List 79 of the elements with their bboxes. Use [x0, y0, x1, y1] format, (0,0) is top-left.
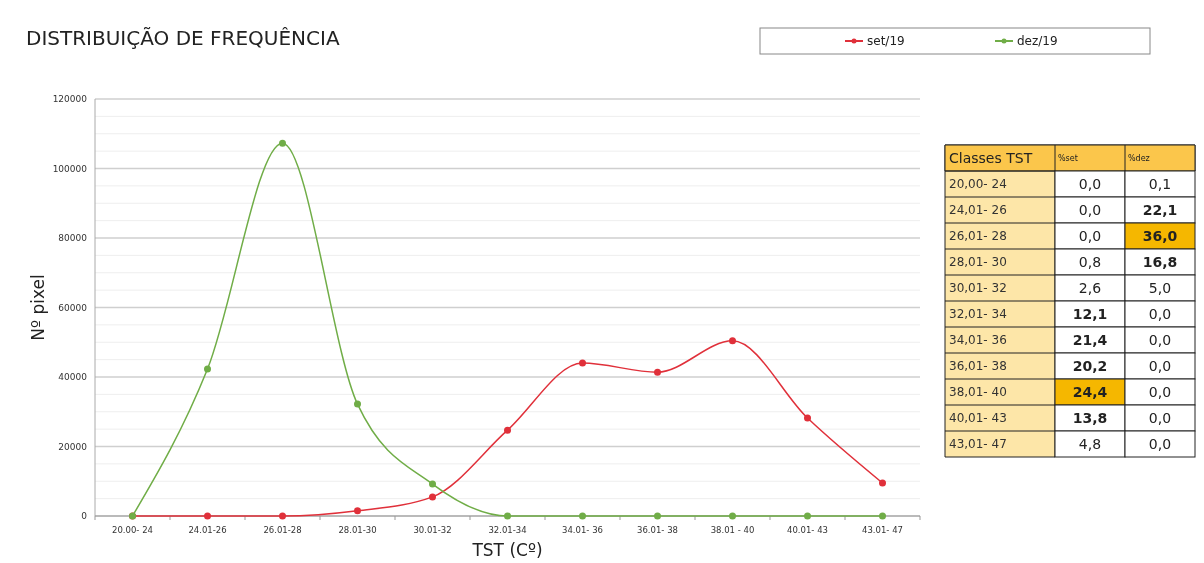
data-label: 0,0 [1148, 357, 1172, 374]
y-tick-label: 36,01- 38 [949, 359, 1007, 374]
x-tick-label: 43.01- 47 [862, 525, 903, 535]
x-tick-label: 20.00- 24 [112, 525, 153, 535]
y-tick-label: 20000 [58, 441, 88, 452]
data-label: 0,0 [1148, 435, 1172, 452]
data-label: 0,1 [1148, 175, 1172, 192]
y-tick-label: 43,01- 47 [949, 437, 1007, 452]
y-tick-label: 0 [81, 511, 88, 522]
data-label: 0,0 [1078, 201, 1102, 218]
data-label: 12,1 [1072, 305, 1108, 322]
data-label: 36,0 [1142, 227, 1178, 244]
y-tick-label: 38,01- 40 [949, 385, 1007, 400]
point [879, 512, 886, 520]
point [804, 414, 811, 422]
data-label: 4,8 [1078, 435, 1102, 452]
data-label: 0,0 [1148, 409, 1172, 426]
y-tick-label: 40000 [58, 372, 88, 383]
point [504, 512, 511, 520]
point [729, 512, 736, 520]
point [504, 426, 511, 434]
x-tick-label: 26.01-28 [263, 525, 302, 535]
x-tick-label: 24.01-26 [188, 525, 227, 535]
y-tick-label: 28,01- 30 [949, 255, 1007, 270]
data-label: 16,8 [1142, 253, 1178, 270]
point [429, 493, 436, 501]
chart-title: DISTRIBUIÇÃO DE FREQUÊNCIA [26, 26, 340, 50]
y-tick-label: 80000 [58, 233, 88, 244]
point [579, 512, 586, 520]
data-label: 0,0 [1148, 331, 1172, 348]
x-tick-label: 32.01-34 [488, 525, 527, 535]
point [354, 507, 361, 515]
x-axis-title: TST (Cº) [471, 540, 543, 560]
x-tick-label: 40.01- 43 [787, 525, 828, 535]
point [429, 480, 436, 488]
data-label: 0,0 [1078, 227, 1102, 244]
y-tick-label: 60000 [58, 302, 88, 313]
data-label: 2,6 [1078, 279, 1102, 296]
y-tick-label: 26,01- 28 [949, 229, 1007, 244]
data-label: 0,0 [1148, 383, 1172, 400]
y-tick-label: 30,01- 32 [949, 281, 1007, 296]
y-tick-label: 40,01- 43 [949, 411, 1007, 426]
data-label: 13,8 [1072, 409, 1108, 426]
x-tick-label: 34.01- 36 [562, 525, 603, 535]
point [279, 139, 286, 147]
y-tick-label: 32,01- 34 [949, 307, 1007, 322]
point [354, 400, 361, 408]
point [204, 512, 211, 520]
point [204, 365, 211, 373]
x-tick-label: %set [1058, 153, 1078, 163]
legend-label: dez/19 [1017, 34, 1058, 49]
y-tick-label: 34,01- 36 [949, 333, 1007, 348]
point [729, 337, 736, 345]
point [879, 479, 886, 487]
point [804, 512, 811, 520]
point [654, 512, 661, 520]
y-tick-label: 20,00- 24 [949, 177, 1007, 192]
x-tick-label: 38.01 - 40 [710, 525, 755, 535]
legend-label: set/19 [867, 34, 905, 49]
data-label: 0,8 [1078, 253, 1102, 270]
point [279, 512, 286, 520]
y-tick-label: 24,01- 26 [949, 203, 1007, 218]
x-tick-label: %dez [1128, 153, 1150, 163]
x-tick-label: 30.01-32 [413, 525, 452, 535]
data-label: 21,4 [1072, 331, 1108, 348]
data-label: 22,1 [1142, 201, 1178, 218]
point [654, 368, 661, 376]
data-label: 0,0 [1148, 305, 1172, 322]
data-label: 24,4 [1072, 383, 1108, 400]
y-axis-title: Classes TST [949, 149, 1033, 166]
y-axis-title: Nº pixel [28, 274, 48, 341]
y-tick-label: 120000 [52, 94, 88, 105]
data-label: 0,0 [1078, 175, 1102, 192]
y-tick-label: 100000 [52, 163, 88, 174]
x-tick-label: 28.01-30 [338, 525, 377, 535]
data-label: 5,0 [1148, 279, 1172, 296]
data-label: 20,2 [1072, 357, 1108, 374]
point [579, 359, 586, 367]
x-tick-label: 36.01- 38 [637, 525, 678, 535]
